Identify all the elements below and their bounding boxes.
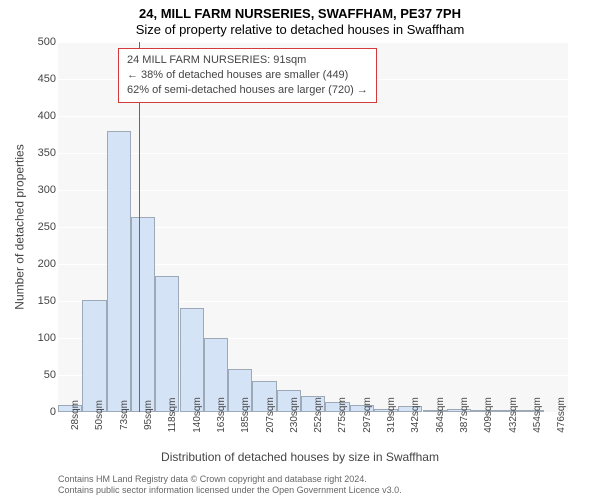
x-tick: 409sqm: [483, 397, 494, 433]
histogram-bar: [155, 276, 179, 412]
histogram-bar: [82, 300, 106, 412]
y-tick: 0: [50, 406, 56, 418]
x-tick: 28sqm: [70, 400, 81, 430]
credits-line-1: Contains HM Land Registry data © Crown c…: [58, 474, 402, 485]
x-tick: 163sqm: [216, 397, 227, 433]
grid-line: [58, 190, 568, 191]
x-tick: 50sqm: [94, 400, 105, 430]
x-tick: 73sqm: [119, 400, 130, 430]
x-tick: 230sqm: [289, 397, 300, 433]
y-tick: 350: [38, 147, 56, 159]
annotation-box: 24 MILL FARM NURSERIES: 91sqm ← 38% of d…: [118, 48, 377, 103]
credits: Contains HM Land Registry data © Crown c…: [58, 474, 402, 496]
x-tick: 476sqm: [556, 397, 567, 433]
x-tick: 319sqm: [386, 397, 397, 433]
x-tick: 342sqm: [410, 397, 421, 433]
histogram-bar: [131, 217, 155, 412]
y-axis-label: Number of detached properties: [14, 42, 26, 412]
x-tick: 387sqm: [459, 397, 470, 433]
y-tick: 250: [38, 221, 56, 233]
x-tick: 454sqm: [532, 397, 543, 433]
chart-title: 24, MILL FARM NURSERIES, SWAFFHAM, PE37 …: [0, 6, 600, 21]
y-tick: 500: [38, 36, 56, 48]
x-tick: 432sqm: [508, 397, 519, 433]
annotation-line-1: 24 MILL FARM NURSERIES: 91sqm: [127, 53, 368, 68]
y-tick: 300: [38, 184, 56, 196]
x-tick: 297sqm: [362, 397, 373, 433]
x-axis-label: Distribution of detached houses by size …: [0, 450, 600, 464]
y-tick: 100: [38, 332, 56, 344]
y-tick: 400: [38, 110, 56, 122]
x-tick: 364sqm: [435, 397, 446, 433]
x-tick: 252sqm: [313, 397, 324, 433]
y-tick: 50: [44, 369, 56, 381]
y-tick: 450: [38, 73, 56, 85]
x-tick: 275sqm: [337, 397, 348, 433]
chart-subtitle: Size of property relative to detached ho…: [0, 22, 600, 37]
y-tick: 200: [38, 258, 56, 270]
grid-line: [58, 116, 568, 117]
annotation-line-3: 62% of semi-detached houses are larger (…: [127, 83, 368, 98]
grid-line: [58, 42, 568, 43]
x-tick: 118sqm: [167, 398, 178, 433]
histogram-bar: [107, 131, 131, 412]
x-tick: 207sqm: [265, 397, 276, 433]
annotation-line-2: ← 38% of detached houses are smaller (44…: [127, 68, 368, 83]
grid-line: [58, 153, 568, 154]
credits-line-2: Contains public sector information licen…: [58, 485, 402, 496]
y-tick: 150: [38, 295, 56, 307]
x-tick: 140sqm: [192, 397, 203, 433]
x-tick: 185sqm: [240, 397, 251, 433]
x-tick: 95sqm: [143, 400, 154, 430]
